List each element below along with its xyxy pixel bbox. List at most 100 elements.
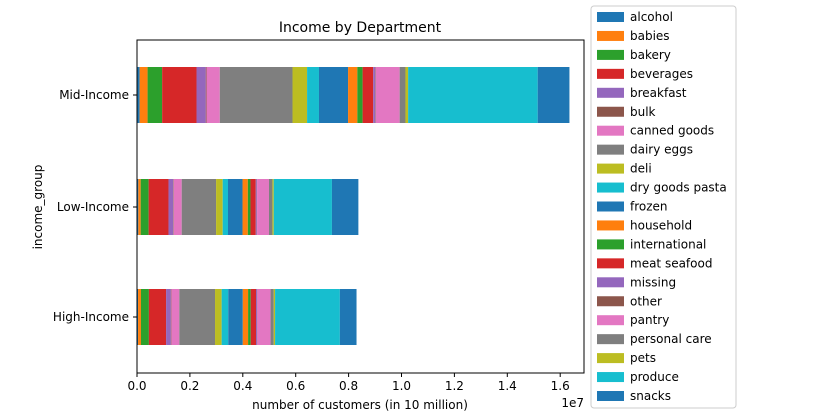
y-tick-label: Mid-Income <box>59 88 129 102</box>
bar-segment <box>206 67 220 123</box>
legend-label: dry goods pasta <box>630 181 727 195</box>
x-tick-label: 0.8 <box>339 379 358 393</box>
legend-label: bakery <box>630 48 671 62</box>
bar-segment <box>331 179 359 235</box>
y-axis-label: income_group <box>31 165 45 250</box>
bar-segment <box>140 179 149 235</box>
bar-segment <box>268 179 273 235</box>
bar-segment <box>148 289 167 345</box>
bar-segment <box>227 179 243 235</box>
bar-segment <box>139 67 148 123</box>
legend-label: produce <box>630 370 679 384</box>
bar-segment <box>242 179 248 235</box>
legend-swatch <box>597 144 624 155</box>
bar-segment <box>537 67 570 123</box>
bar-segment <box>242 289 249 345</box>
legend-swatch <box>597 163 624 174</box>
bar-segment <box>138 289 141 345</box>
bar-segment <box>215 289 222 345</box>
bar-segment <box>222 179 228 235</box>
x-tick-label: 1.6 <box>551 379 570 393</box>
legend-label: dairy eggs <box>630 143 693 157</box>
x-axis-label: number of customers (in 10 million) <box>252 398 468 412</box>
bar-segment <box>257 179 269 235</box>
bar-segment <box>255 179 257 235</box>
bar-segment <box>221 289 229 345</box>
legend-swatch <box>597 334 624 345</box>
legend: alcohol babies bakery beverages breakfast bul… <box>590 5 737 409</box>
legend-swatch <box>597 201 624 212</box>
bar-segment <box>318 67 349 123</box>
bar-segment <box>147 67 163 123</box>
chart-title: Income by Department <box>279 20 442 36</box>
legend-label: international <box>630 237 706 251</box>
bar-segment <box>219 67 293 123</box>
bar-segment <box>273 289 276 345</box>
legend-label: beverages <box>630 67 693 81</box>
bar-segment <box>373 67 376 123</box>
bar-segment <box>173 179 182 235</box>
legend-swatch <box>597 87 624 98</box>
legend-swatch <box>597 182 624 193</box>
legend-swatch <box>597 49 624 60</box>
bar-segment <box>348 67 358 123</box>
bar-segment <box>250 289 257 345</box>
legend-label: bulk <box>630 105 656 119</box>
bar-segment <box>166 289 171 345</box>
legend-label: babies <box>630 29 670 43</box>
bar-segment <box>168 179 174 235</box>
y-tick-label: High-Income <box>53 310 129 324</box>
x-tick-label: 1.4 <box>498 379 517 393</box>
legend-swatch <box>597 12 624 22</box>
legend-label: other <box>630 294 662 308</box>
x-tick-label: 1.0 <box>392 379 411 393</box>
x-tick-label: 0.0 <box>127 379 146 393</box>
bar-segment <box>181 179 217 235</box>
x-tick-label: 0.2 <box>180 379 199 393</box>
bar-segment <box>270 289 274 345</box>
bar-segment <box>307 67 319 123</box>
y-axis-ticks: High-Income Low-Income Mid-Income <box>53 88 137 324</box>
bar-segment <box>138 179 141 235</box>
bar-segment <box>162 67 197 123</box>
bar-segment <box>375 67 400 123</box>
bar-segment <box>248 289 251 345</box>
bar-segment <box>339 289 357 345</box>
legend-label: frozen <box>630 200 668 214</box>
legend-swatch <box>597 30 624 41</box>
bar-segment <box>196 67 206 123</box>
y-tick-label: Low-Income <box>57 200 129 214</box>
bar-segment <box>256 289 258 345</box>
bar-segment <box>148 179 169 235</box>
legend-swatch <box>597 277 624 288</box>
bar-segment <box>170 289 172 345</box>
bar-segment <box>140 289 149 345</box>
legend-swatch <box>597 68 624 79</box>
legend-swatch <box>597 258 624 269</box>
legend-label: household <box>630 218 692 232</box>
bar-segment <box>137 67 140 123</box>
legend-swatch <box>597 239 624 250</box>
x-axis-ticks: 0.0 0.2 0.4 0.6 0.8 1.0 1.2 1.4 1.6 <box>127 373 570 393</box>
legend-label: meat seafood <box>630 256 712 270</box>
x-tick-label: 0.4 <box>233 379 252 393</box>
bar-segment <box>247 179 251 235</box>
bar-segment <box>137 179 139 235</box>
bar-segment <box>399 67 406 123</box>
bar-segment <box>362 67 374 123</box>
bar-segment <box>250 179 256 235</box>
x-tick-label: 0.6 <box>286 379 305 393</box>
bar-segment <box>228 289 243 345</box>
x-axis-offset-label: 1e7 <box>561 396 584 410</box>
bar-segment <box>205 67 207 123</box>
legend-label: pantry <box>630 313 669 327</box>
bar-segment <box>357 67 363 123</box>
legend-swatch <box>597 220 624 231</box>
legend-frame <box>590 5 737 409</box>
legend-label: pets <box>630 351 656 365</box>
legend-label: deli <box>630 162 652 176</box>
bar-segment <box>179 289 216 345</box>
legend-label: breakfast <box>630 86 687 100</box>
bars-layer <box>137 67 570 345</box>
bar-segment <box>137 289 139 345</box>
